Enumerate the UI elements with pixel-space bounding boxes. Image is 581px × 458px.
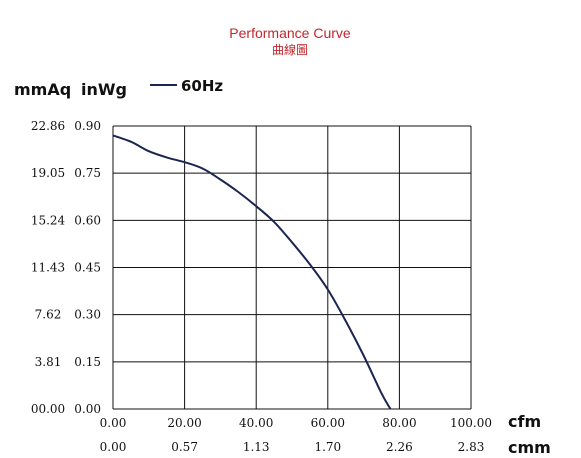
y-tick-label-mmaq: 7.62 — [35, 308, 62, 322]
y-tick-label-inwg: 0.75 — [74, 166, 101, 180]
y-tick-label-mmaq: 19.05 — [31, 166, 65, 180]
x-tick-label-cfm: 80.00 — [382, 416, 416, 430]
y-tick-label-mmaq: 11.43 — [31, 261, 65, 275]
x-tick-label-cmm: 1.70 — [314, 440, 341, 454]
x-tick-label-cfm: 40.00 — [239, 416, 273, 430]
y-tick-label-mmaq: 22.86 — [31, 119, 65, 133]
inwg-axis-label: inWg — [81, 80, 127, 99]
x-tick-label-cfm: 100.00 — [450, 416, 492, 430]
cfm-axis-label: cfm — [508, 412, 541, 431]
x-tick-label-cmm: 0.57 — [171, 440, 198, 454]
chart-subtitle: 曲線圖 — [272, 42, 308, 57]
y-tick-label-mmaq: 3.81 — [35, 355, 62, 369]
x-tick-label-cfm: 0.00 — [100, 416, 127, 430]
chart-title: Performance Curve — [229, 25, 351, 41]
x-tick-label-cmm: 2.26 — [386, 440, 413, 454]
series-line-60hz — [112, 134, 392, 410]
y-tick-label-mmaq: 15.24 — [31, 213, 66, 227]
y-tick-label-inwg: 0.45 — [74, 261, 101, 275]
plot-grid — [112, 125, 472, 410]
cmm-axis-label: cmm — [508, 438, 551, 457]
y-tick-label-inwg: 0.60 — [74, 213, 101, 227]
x-tick-label-cfm: 20.00 — [167, 416, 201, 430]
y-tick-label-inwg: 0.00 — [74, 402, 101, 416]
x-tick-label-cmm: 2.83 — [458, 440, 485, 454]
y-tick-label-inwg: 0.90 — [74, 119, 101, 133]
x-tick-label-cmm: 0.00 — [100, 440, 127, 454]
x-tick-label-cmm: 1.13 — [243, 440, 270, 454]
x-tick-label-cfm: 60.00 — [311, 416, 345, 430]
legend-label-60hz: 60Hz — [181, 77, 223, 95]
tick-labels: 0.00 20.00 40.00 60.00 80.00 100.00 0.00 0.57 1.… — [31, 119, 492, 454]
series-layer — [112, 134, 392, 410]
mmaq-axis-label: mmAq — [14, 80, 71, 99]
y-tick-label-mmaq: 00.00 — [31, 402, 65, 416]
y-tick-label-inwg: 0.15 — [74, 355, 101, 369]
y-tick-label-inwg: 0.30 — [74, 308, 101, 322]
